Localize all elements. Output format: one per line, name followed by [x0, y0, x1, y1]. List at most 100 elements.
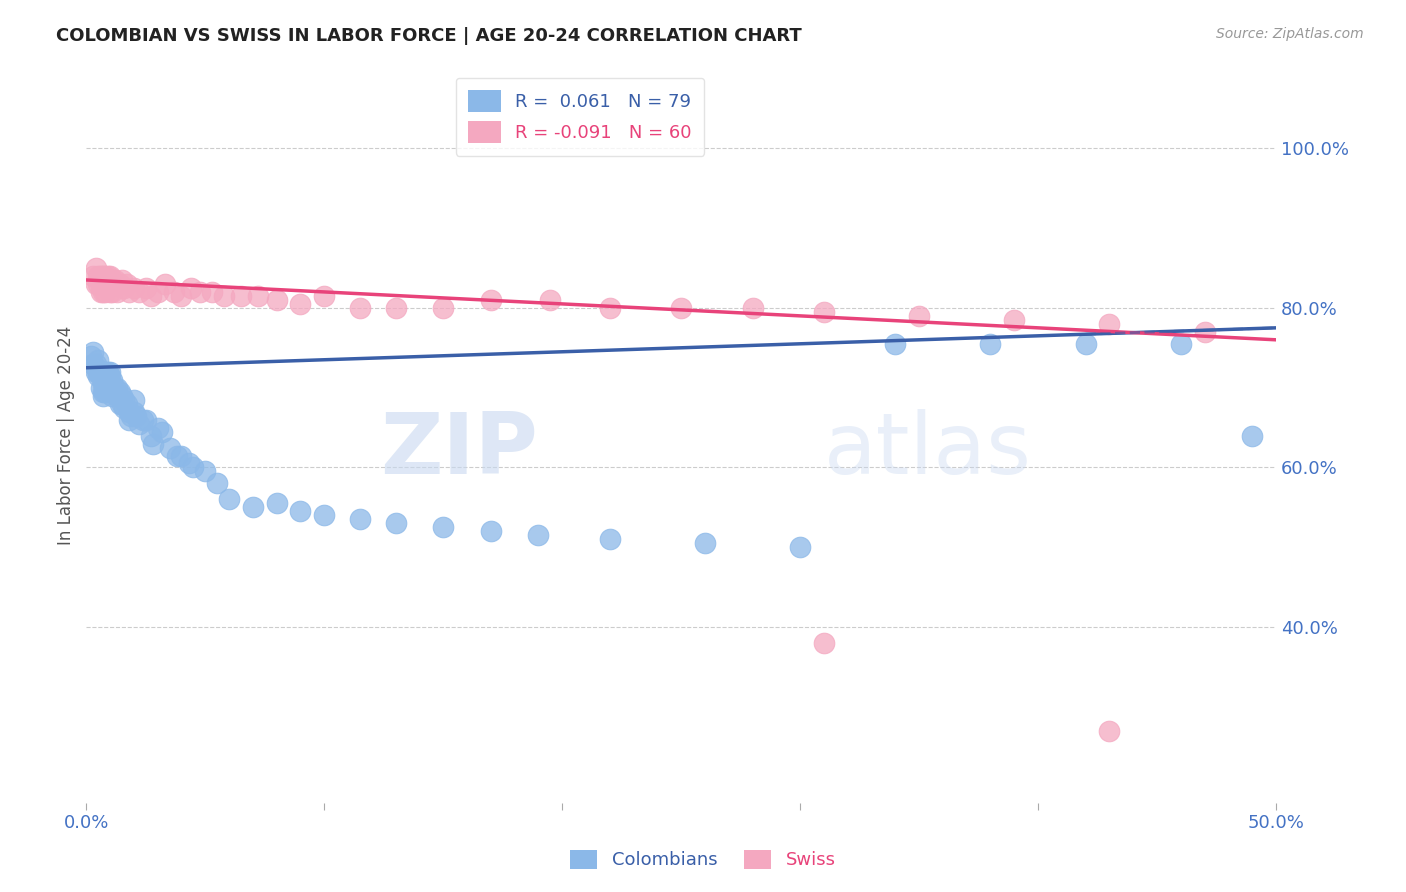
Point — [94, 365, 117, 379]
Point — [170, 449, 193, 463]
Point — [91, 389, 114, 403]
Point — [180, 281, 202, 295]
Point — [115, 397, 138, 411]
Point — [84, 357, 107, 371]
Point — [101, 389, 124, 403]
Point — [349, 512, 371, 526]
Point — [813, 636, 835, 650]
Point — [87, 368, 110, 383]
Point — [122, 281, 145, 295]
Point — [205, 476, 228, 491]
Point — [87, 268, 110, 283]
Point — [479, 524, 502, 539]
Point — [84, 360, 107, 375]
Point — [108, 397, 131, 411]
Point — [111, 397, 134, 411]
Point — [82, 344, 104, 359]
Point — [1098, 317, 1121, 331]
Text: Source: ZipAtlas.com: Source: ZipAtlas.com — [1216, 27, 1364, 41]
Point — [94, 373, 117, 387]
Point — [599, 301, 621, 315]
Point — [105, 285, 128, 299]
Point — [349, 301, 371, 315]
Point — [112, 401, 135, 415]
Point — [122, 404, 145, 418]
Point — [170, 289, 193, 303]
Point — [314, 289, 336, 303]
Point — [1194, 325, 1216, 339]
Point — [97, 365, 120, 379]
Point — [105, 389, 128, 403]
Point — [908, 309, 931, 323]
Point — [159, 441, 181, 455]
Point — [139, 428, 162, 442]
Point — [142, 436, 165, 450]
Point — [218, 492, 240, 507]
Point — [1074, 336, 1097, 351]
Point — [163, 285, 186, 299]
Point — [90, 368, 112, 383]
Point — [139, 289, 162, 303]
Point — [669, 301, 692, 315]
Point — [90, 285, 112, 299]
Point — [538, 293, 561, 307]
Point — [384, 516, 406, 531]
Point — [125, 409, 148, 423]
Point — [599, 533, 621, 547]
Point — [84, 277, 107, 291]
Point — [432, 520, 454, 534]
Point — [98, 285, 121, 299]
Point — [146, 420, 169, 434]
Point — [94, 277, 117, 291]
Point — [741, 301, 763, 315]
Point — [101, 373, 124, 387]
Point — [128, 285, 150, 299]
Point — [111, 273, 134, 287]
Point — [82, 268, 104, 283]
Point — [214, 289, 236, 303]
Point — [94, 268, 117, 283]
Point — [266, 496, 288, 510]
Point — [91, 277, 114, 291]
Point — [1170, 336, 1192, 351]
Point — [112, 392, 135, 407]
Point — [118, 285, 141, 299]
Point — [479, 293, 502, 307]
Point — [97, 381, 120, 395]
Point — [90, 268, 112, 283]
Text: ZIP: ZIP — [381, 409, 538, 491]
Point — [111, 389, 134, 403]
Point — [91, 376, 114, 391]
Point — [91, 268, 114, 283]
Point — [384, 301, 406, 315]
Point — [152, 425, 174, 439]
Point — [266, 293, 288, 307]
Point — [183, 460, 205, 475]
Point — [91, 285, 114, 299]
Point — [146, 285, 169, 299]
Point — [98, 376, 121, 391]
Point — [90, 277, 112, 291]
Point — [84, 260, 107, 275]
Y-axis label: In Labor Force | Age 20-24: In Labor Force | Age 20-24 — [58, 326, 75, 545]
Point — [87, 352, 110, 367]
Point — [98, 365, 121, 379]
Point — [98, 268, 121, 283]
Point — [194, 465, 217, 479]
Point — [1098, 723, 1121, 738]
Legend: R =  0.061   N = 79, R = -0.091   N = 60: R = 0.061 N = 79, R = -0.091 N = 60 — [456, 78, 704, 156]
Point — [135, 412, 157, 426]
Point — [108, 384, 131, 399]
Point — [91, 384, 114, 399]
Point — [94, 381, 117, 395]
Point — [1241, 428, 1264, 442]
Point — [242, 500, 264, 515]
Point — [87, 277, 110, 291]
Point — [432, 301, 454, 315]
Point — [105, 381, 128, 395]
Point — [166, 449, 188, 463]
Point — [90, 381, 112, 395]
Point — [97, 277, 120, 291]
Point — [789, 541, 811, 555]
Point — [104, 381, 127, 395]
